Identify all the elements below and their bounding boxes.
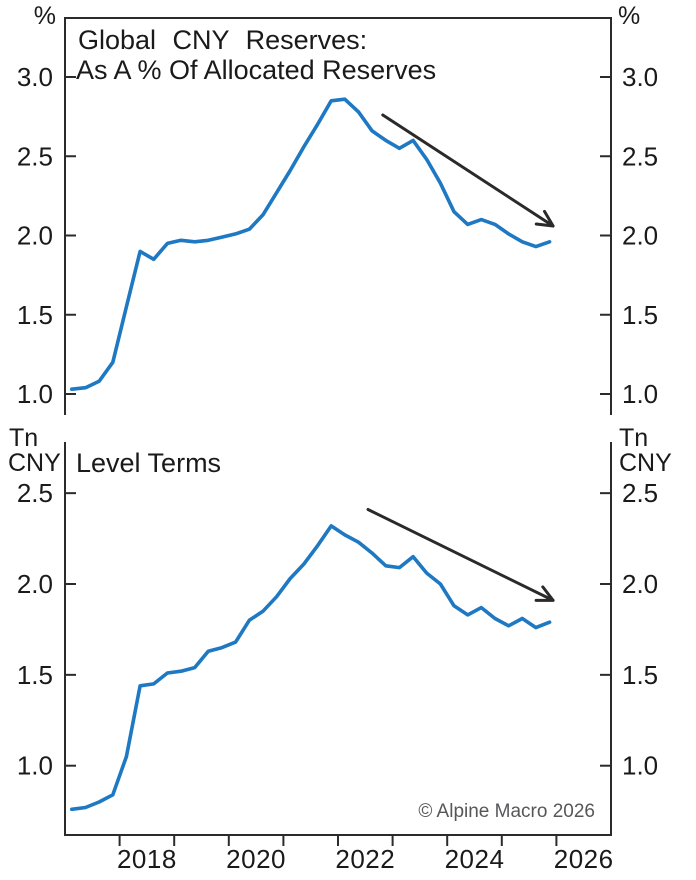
y-tick-label-left: 1.5 (17, 660, 53, 690)
trend-arrow-top (381, 113, 555, 228)
y-tick-label-left: 2.5 (17, 141, 53, 171)
y-tick-label-right: 2.5 (622, 478, 658, 508)
y-tick-label-right: 2.5 (622, 141, 658, 171)
y-tick-label-left: 1.0 (17, 751, 53, 781)
x-year-label-2026: 2026 (554, 844, 614, 874)
unit-label-bottom-right-line-1: Tn (619, 424, 648, 452)
y-tick-label-right: 2.0 (622, 569, 658, 599)
y-tick-label-right: 3.0 (622, 62, 658, 92)
y-tick-label-left: 1.0 (17, 379, 53, 409)
trend-arrow-bottom (366, 508, 555, 602)
x-year-label-2020: 2020 (226, 844, 286, 874)
tick-labels-group: 1.0 1.0 1.5 1.5 2.0 2.0 2.5 2.5 3.0 3.0 1.0 1.0 1.5 1… (17, 62, 658, 874)
x-year-label-2018: 2018 (117, 844, 177, 874)
top-panel-title-line-2: As A % Of Allocated Reserves (76, 55, 436, 85)
series-line-bottom (70, 524, 552, 812)
axes-group (64, 17, 612, 836)
y-tick-label-right: 1.5 (622, 660, 658, 690)
y-tick-label-left: 3.0 (17, 62, 53, 92)
bottom-panel-title: Level Terms (76, 448, 221, 478)
unit-label-bottom-left-line-1: Tn (9, 424, 38, 452)
y-tick-label-left: 2.0 (17, 221, 53, 251)
series-line-top (70, 97, 552, 392)
unit-label-top-right: % (618, 2, 640, 30)
y-tick-label-left: 2.5 (17, 478, 53, 508)
y-tick-label-left: 2.0 (17, 569, 53, 599)
unit-label-top-left: % (34, 2, 56, 30)
copyright-note: © Alpine Macro 2026 (418, 801, 595, 822)
x-year-label-2024: 2024 (445, 844, 505, 874)
y-tick-label-right: 1.0 (622, 751, 658, 781)
ticks-group (65, 76, 611, 846)
y-tick-label-left: 1.5 (17, 300, 53, 330)
y-tick-label-right: 1.0 (622, 379, 658, 409)
x-year-label-2022: 2022 (335, 844, 395, 874)
unit-label-bottom-right-line-2: CNY (619, 449, 672, 477)
y-tick-label-right: 1.5 (622, 300, 658, 330)
y-tick-label-right: 2.0 (622, 221, 658, 251)
series-group (70, 97, 552, 812)
unit-label-bottom-left-line-2: CNY (8, 449, 61, 477)
top-panel-title-line-1: Global CNY Reserves: (78, 25, 367, 55)
trend-arrows-group (366, 113, 555, 602)
